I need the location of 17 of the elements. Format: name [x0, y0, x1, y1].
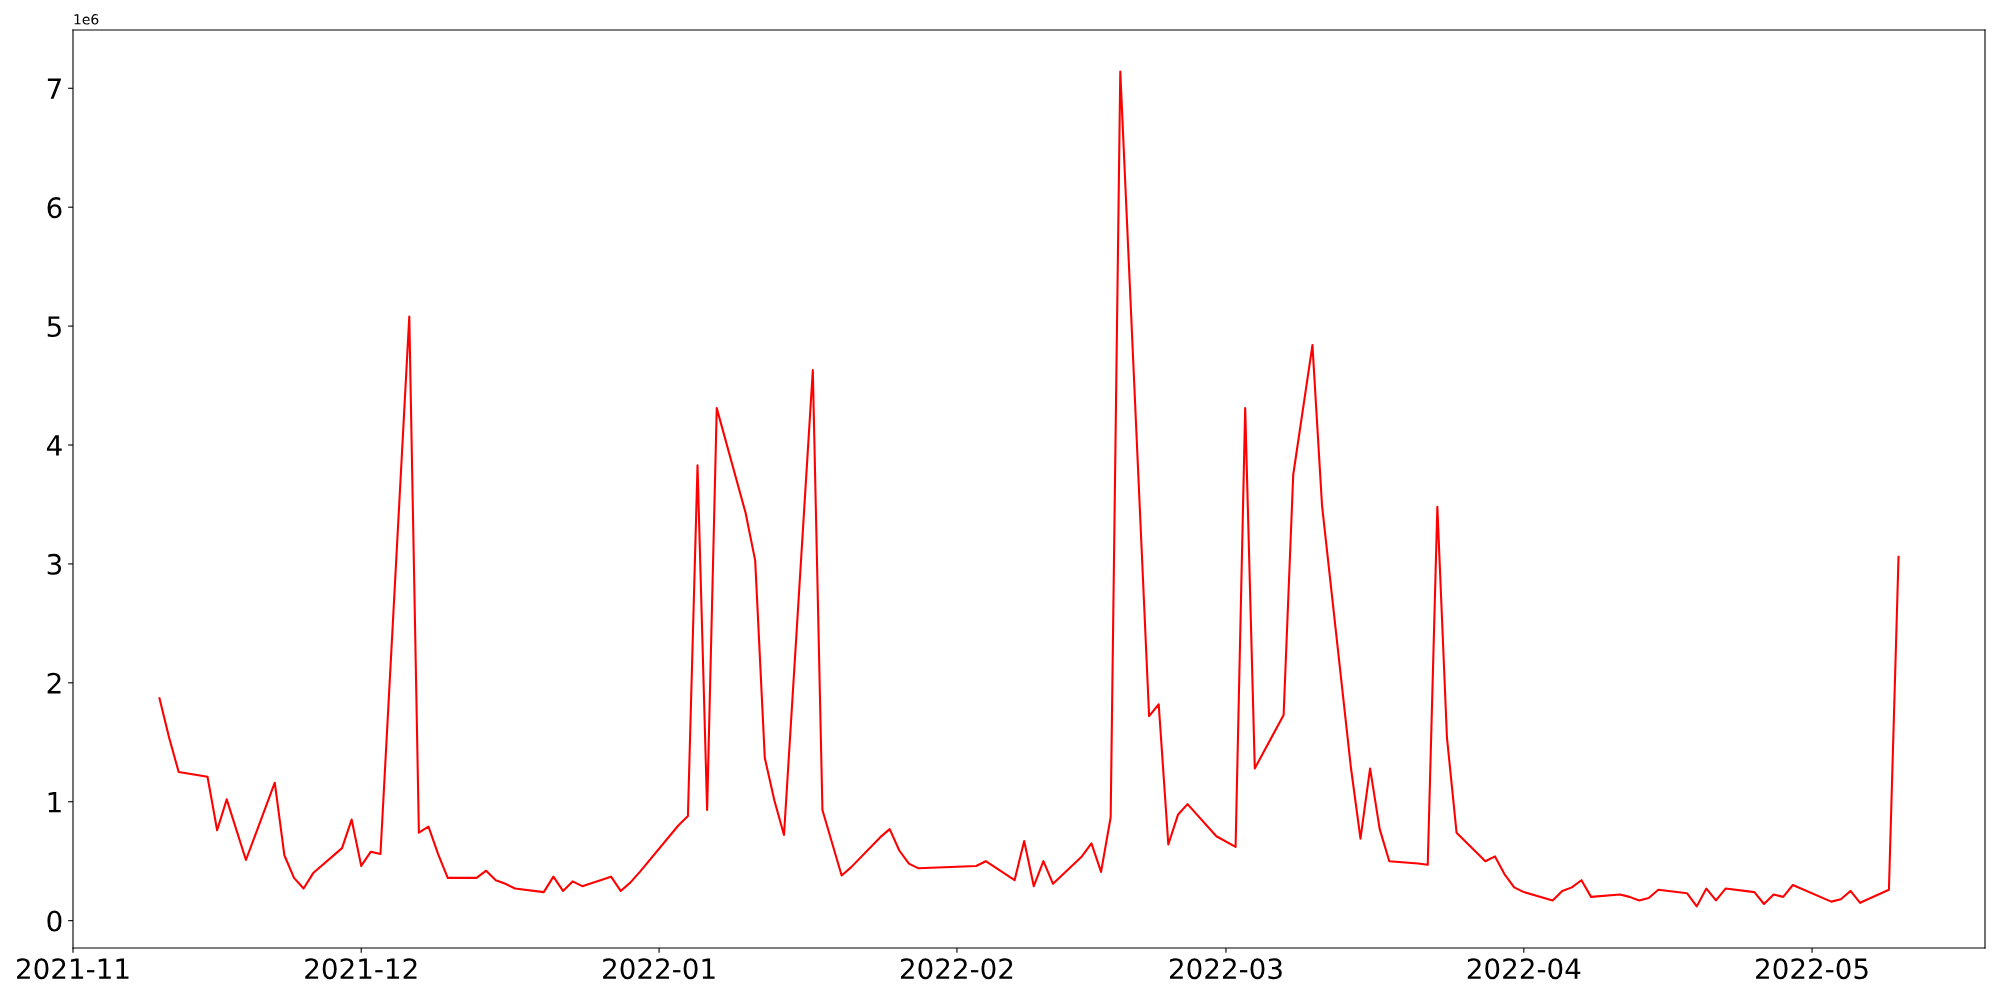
- y-tick-label: 6: [47, 197, 62, 219]
- x-tick-label: 2022-05: [1756, 958, 1868, 980]
- y-tick-label: 2: [47, 672, 61, 694]
- y-tick-label: 3: [47, 553, 62, 575]
- y-tick-label: 1: [48, 792, 61, 813]
- line-series: [158, 70, 1900, 908]
- x-tick-label: 2021-12: [305, 958, 417, 980]
- x-tick-label: 2022-01: [603, 958, 715, 980]
- x-tick-label: 2021-11: [17, 958, 129, 980]
- x-tick-label: 2022-02: [900, 958, 1013, 980]
- x-tick-label: 2022-04: [1467, 958, 1581, 980]
- y-tick-label: 5: [47, 316, 61, 338]
- text: 1e6: [74, 14, 99, 25]
- y-tick-label: 4: [46, 435, 62, 456]
- x-tick-label: 2022-03: [1169, 958, 1282, 980]
- y-tick-label: 0: [47, 910, 62, 932]
- y-tick-label: 7: [47, 78, 61, 99]
